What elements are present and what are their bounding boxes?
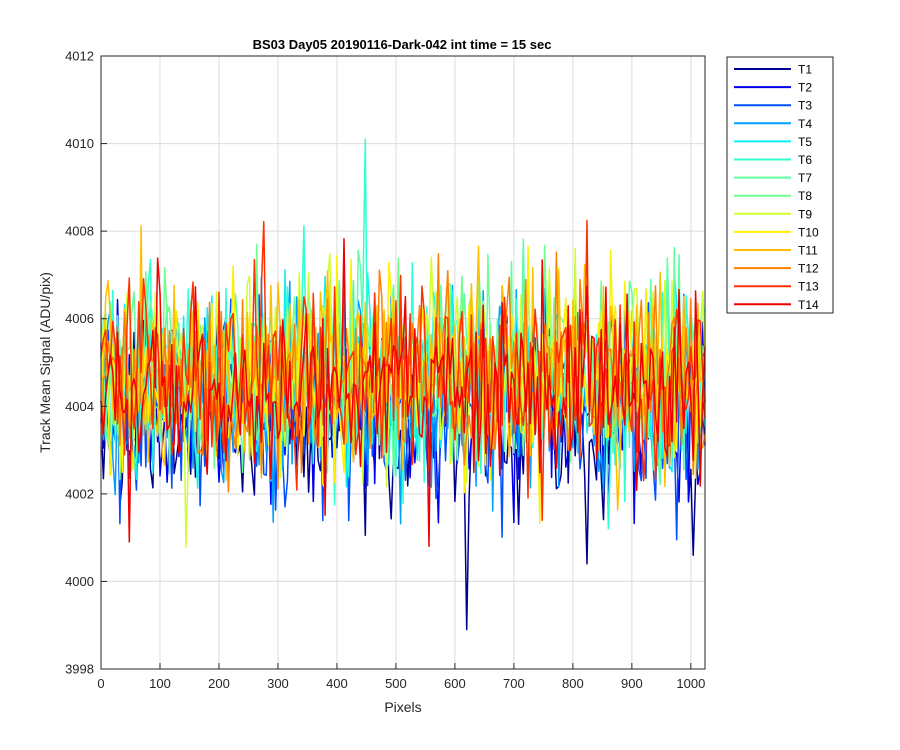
- legend-item-t11: T11: [734, 244, 818, 258]
- plot-area: 0 100 200 300 400 500 600 700 800 900 1000 3998 4000…: [65, 49, 706, 692]
- y-axis-label: Track Mean Signal (ADU/pix): [37, 272, 53, 453]
- legend-item-t10: T10: [734, 225, 819, 239]
- x-axis-label: Pixels: [384, 699, 421, 715]
- legend-item-t13: T13: [734, 280, 819, 294]
- y-tick-label: 4002: [65, 486, 94, 501]
- legend-box: [726, 56, 834, 314]
- y-tick-label: 4000: [65, 574, 94, 589]
- x-tick-label: 800: [562, 676, 584, 691]
- x-tick-label: 300: [267, 676, 289, 691]
- legend-label: T10: [798, 225, 819, 239]
- legend-label: T12: [798, 262, 819, 276]
- y-tick-label: 4008: [65, 224, 94, 239]
- legend-label: T6: [798, 153, 812, 167]
- legend-item-t4: T4: [734, 117, 812, 131]
- y-tick-label: 3998: [65, 662, 94, 677]
- legend-item-t12: T12: [734, 262, 819, 276]
- series-lines: [100, 138, 706, 631]
- x-tick-label: 100: [149, 676, 171, 691]
- x-tick-label: 900: [621, 676, 643, 691]
- legend-item-t8: T8: [734, 189, 812, 203]
- legend-item-t5: T5: [734, 135, 812, 149]
- legend-label: T14: [798, 298, 819, 312]
- y-tick-label: 4004: [65, 399, 94, 414]
- x-tick-label: 400: [326, 676, 348, 691]
- legend-label: T11: [798, 244, 818, 258]
- legend-item-t3: T3: [734, 99, 812, 113]
- legend-item-t7: T7: [734, 171, 812, 185]
- legend-item-t14: T14: [734, 298, 819, 312]
- x-tick-label: 600: [444, 676, 466, 691]
- series-line-t14: [100, 237, 706, 548]
- legend-label: T2: [798, 81, 812, 95]
- legend-label: T13: [798, 280, 819, 294]
- legend-label: T4: [798, 117, 812, 131]
- y-tick-label: 4006: [65, 311, 94, 326]
- legend: T1 T2 T3 T4 T5 T6 T7 T8 T9 T10 T11 T12 T13 T14: [726, 56, 834, 314]
- y-tick-label: 4010: [65, 136, 94, 151]
- x-tick-label: 0: [97, 676, 104, 691]
- axes-box: [100, 55, 706, 670]
- legend-item-t1: T1: [734, 63, 812, 77]
- legend-label: T1: [798, 63, 812, 77]
- legend-label: T3: [798, 99, 812, 113]
- legend-label: T9: [798, 207, 812, 221]
- series-line-t11: [100, 224, 706, 511]
- x-tick-label: 700: [503, 676, 525, 691]
- legend-label: T5: [798, 135, 812, 149]
- x-tick-label: 500: [385, 676, 407, 691]
- x-tick-label: 200: [208, 676, 230, 691]
- ticks: 0 100 200 300 400 500 600 700 800 900 1000 3998 4000…: [65, 49, 705, 692]
- legend-label: T8: [798, 189, 812, 203]
- legend-item-t9: T9: [734, 207, 812, 221]
- chart-title: BS03 Day05 20190116-Dark-042 int time = …: [253, 37, 552, 52]
- legend-entries: T1 T2 T3 T4 T5 T6 T7 T8 T9 T10 T11 T12 T13 T14: [734, 63, 819, 312]
- legend-item-t2: T2: [734, 81, 812, 95]
- legend-item-t6: T6: [734, 153, 812, 167]
- legend-label: T7: [798, 171, 812, 185]
- x-tick-label: 1000: [676, 676, 705, 691]
- y-tick-label: 4012: [65, 49, 94, 64]
